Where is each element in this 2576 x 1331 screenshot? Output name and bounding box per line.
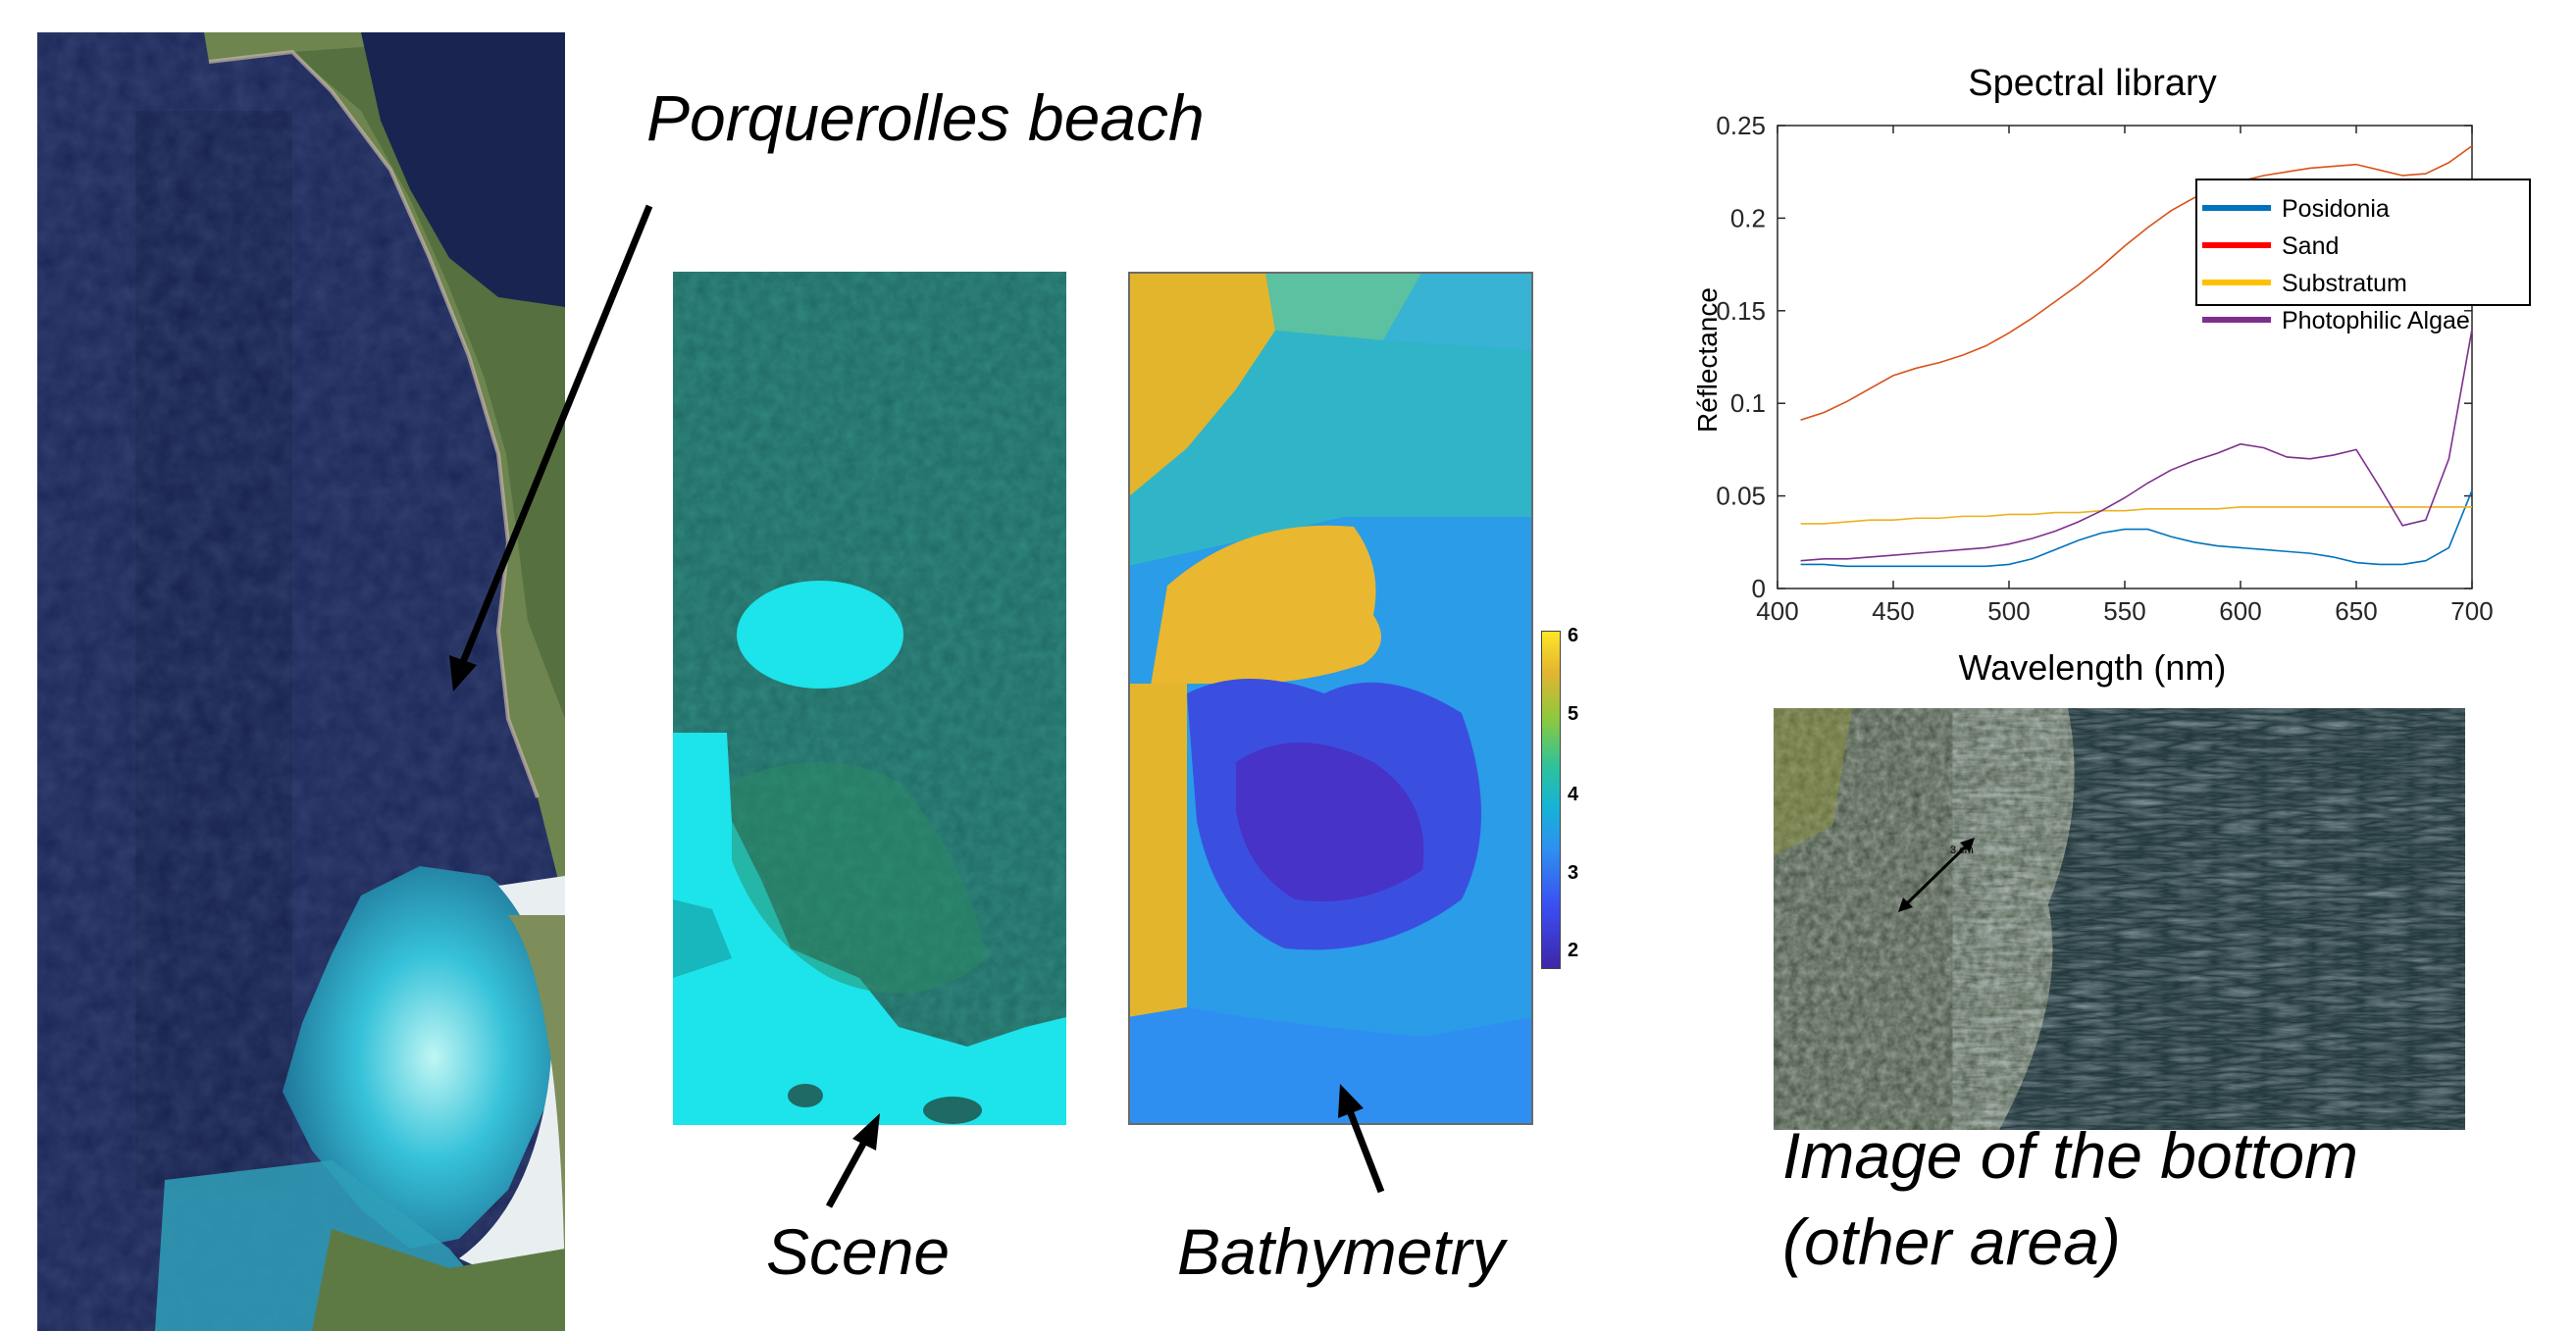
- x-tick-label: 700: [2450, 596, 2493, 626]
- y-tick-label: 0.25: [1716, 111, 1766, 140]
- x-tick-label: 650: [2335, 596, 2377, 626]
- scene-pointer-arrow: [825, 1113, 880, 1208]
- y-tick-label: 0: [1752, 574, 1766, 603]
- x-tick-label: 550: [2103, 596, 2145, 626]
- seabed-photo: 3 cm: [1774, 708, 2465, 1130]
- legend-label: Substratum: [2282, 270, 2407, 297]
- y-tick-label: 0.2: [1730, 203, 1766, 232]
- y-tick-label: 0.1: [1730, 388, 1766, 418]
- x-axis-label: Wavelength (nm): [1959, 647, 2227, 688]
- series-line-sand: [1800, 145, 2473, 421]
- colorbar-tick: 6: [1568, 625, 1579, 646]
- legend-label: Posidonia: [2282, 195, 2390, 223]
- x-tick-label: 450: [1872, 596, 1914, 626]
- porquerolles-caption: Porquerolles beach: [646, 81, 1205, 154]
- scale-label: 3 cm: [1950, 845, 1974, 856]
- bathymetry-caption: Bathymetry: [1177, 1215, 1505, 1288]
- series-line-posidonia: [1800, 489, 2473, 568]
- spectral-library-chart: Spectral library 400 450 500 550 600 650 700 0 0…: [1692, 63, 2531, 688]
- x-tick-label: 500: [1987, 596, 2030, 626]
- colorbar-tick: 5: [1568, 703, 1579, 725]
- legend-label: Photophilic Algae: [2282, 307, 2470, 334]
- x-tick-label: 400: [1756, 596, 1798, 626]
- y-tick-label: 0.05: [1716, 482, 1766, 511]
- scene-caption: Scene: [766, 1215, 951, 1288]
- plot-area: 400 450 500 550 600 650 700 0 0.05 0.1 0.15 0.2 0.25…: [1716, 111, 2531, 626]
- legend-label: Sand: [2282, 232, 2339, 260]
- satellite-image: [37, 32, 565, 1331]
- colorbar-tick: 2: [1568, 940, 1579, 961]
- colorbar: [1541, 631, 1561, 969]
- series-line-substratum: [1800, 506, 2472, 525]
- chart-title: Spectral library: [1968, 63, 2216, 104]
- x-tick-label: 600: [2219, 596, 2261, 626]
- bathymetry-pointer-arrow: [1338, 1084, 1385, 1194]
- series-line-photophilic-algae: [1800, 329, 2473, 562]
- colorbar-tick: 3: [1568, 862, 1579, 884]
- bottom-caption-line1: Image of the bottom: [1782, 1119, 2359, 1192]
- bathymetry-map: [1128, 272, 1533, 1125]
- beach-pointer-arrow: [449, 204, 653, 691]
- bottom-caption-line2: (other area): [1782, 1205, 2121, 1278]
- y-axis-label: Réflectance: [1692, 287, 1723, 433]
- colorbar-tick: 4: [1568, 784, 1579, 805]
- y-tick-label: 0.15: [1716, 296, 1766, 326]
- scene-image: [673, 272, 1066, 1125]
